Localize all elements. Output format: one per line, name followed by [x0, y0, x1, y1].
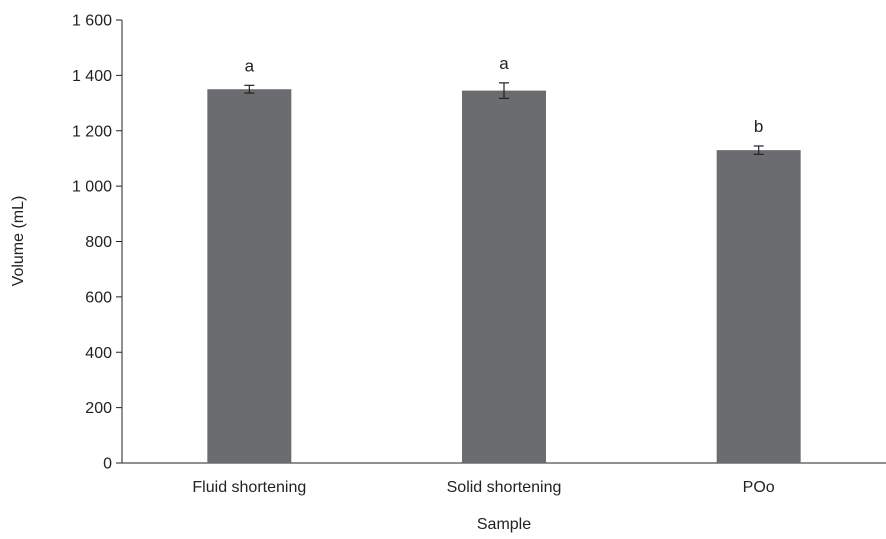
- bar: [716, 150, 801, 463]
- x-tick-labels: Fluid shortening Solid shortening POo: [192, 479, 774, 496]
- y-tick-label: 0: [103, 456, 112, 473]
- bar: [207, 89, 292, 463]
- y-tick-label: 800: [85, 234, 112, 251]
- y-tick-label: 1 400: [72, 68, 112, 85]
- y-tick-label: 1 000: [72, 179, 112, 196]
- significance-label: a: [245, 56, 255, 75]
- significance-label: b: [754, 117, 763, 136]
- x-tick-label: POo: [743, 479, 775, 496]
- y-ticks: 0 200 400 600 800 1 000 1 200 1 400 1 600: [72, 13, 122, 473]
- y-axis-title: Volume (mL): [10, 196, 27, 287]
- significance-label: a: [499, 54, 509, 73]
- y-tick-label: 200: [85, 400, 112, 417]
- y-tick-label: 600: [85, 289, 112, 306]
- y-tick-label: 1 200: [72, 123, 112, 140]
- y-tick-label: 1 600: [72, 13, 112, 30]
- error-bars: [244, 82, 764, 155]
- significance-labels: a a b: [245, 54, 764, 136]
- x-tick-label: Fluid shortening: [192, 479, 306, 496]
- x-axis-title: Sample: [477, 516, 531, 533]
- x-tick-label: Solid shortening: [447, 479, 562, 496]
- y-tick-label: 400: [85, 345, 112, 362]
- bars: [207, 89, 801, 464]
- bar: [462, 90, 546, 464]
